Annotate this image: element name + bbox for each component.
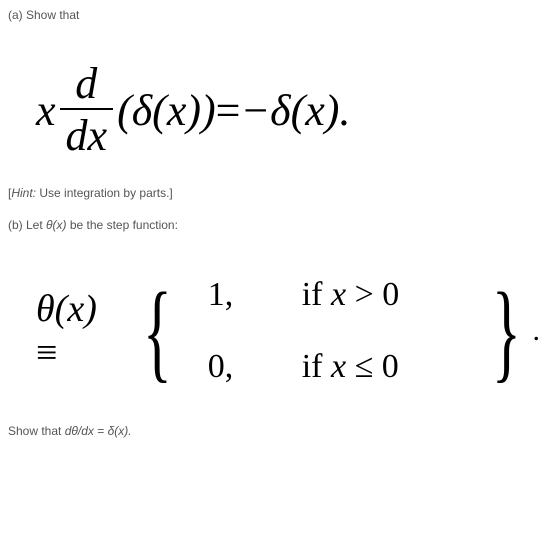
case-1-rest: > 0 bbox=[346, 276, 399, 313]
left-brace: { bbox=[143, 287, 172, 375]
hint-label: Hint: bbox=[11, 186, 36, 200]
final-rhs: δ(x). bbox=[108, 424, 132, 438]
final-equals: = bbox=[94, 424, 108, 438]
case-1-condition: if x > 0 bbox=[302, 276, 472, 314]
eq-a-frac-num: d bbox=[69, 62, 103, 108]
part-b-prefix: (b) Let bbox=[8, 218, 46, 232]
case-1-value: 1, bbox=[192, 276, 302, 314]
part-b-suffix: be the step function: bbox=[67, 218, 178, 232]
cases-lhs-theta: θ bbox=[36, 288, 55, 330]
case-1-x: x bbox=[331, 276, 346, 313]
cases-period: . bbox=[533, 314, 541, 348]
eq-a-delta-arg: (δ(x)) bbox=[117, 85, 216, 136]
case-2-if: if bbox=[302, 348, 331, 385]
case-1-if: if bbox=[302, 276, 331, 313]
cases-lhs-x: (x) bbox=[55, 288, 97, 330]
right-brace: } bbox=[492, 287, 521, 375]
equation-part-a: x d dx (δ(x)) = −δ(x). bbox=[8, 38, 552, 182]
equation-part-b: θ(x) ≡ { 1, if x > 0 0, if x ≤ 0 } . bbox=[8, 248, 552, 414]
cases-rows: 1, if x > 0 0, if x ≤ 0 bbox=[184, 268, 480, 394]
case-row-1: 1, if x > 0 bbox=[192, 276, 472, 314]
final-statement: Show that dθ/dx = δ(x). bbox=[8, 424, 552, 438]
part-b-theta: θ(x) bbox=[46, 218, 67, 232]
cases-lhs: θ(x) ≡ bbox=[36, 287, 123, 375]
cases-equiv: ≡ bbox=[36, 332, 57, 374]
case-2-condition: if x ≤ 0 bbox=[302, 348, 472, 386]
final-lhs: dθ/dx bbox=[65, 424, 94, 438]
case-row-2: 0, if x ≤ 0 bbox=[192, 348, 472, 386]
part-a-label: (a) Show that bbox=[8, 8, 552, 22]
eq-a-x: x bbox=[36, 85, 56, 136]
eq-a-equals: = bbox=[216, 85, 241, 136]
hint-body: Use integration by parts.] bbox=[36, 186, 173, 200]
final-prefix: Show that bbox=[8, 424, 65, 438]
eq-a-rhs: −δ(x). bbox=[240, 85, 350, 136]
case-2-x: x bbox=[331, 348, 346, 385]
hint-text: [Hint: Use integration by parts.] bbox=[8, 186, 552, 200]
eq-a-frac-den: dx bbox=[60, 108, 114, 158]
case-2-value: 0, bbox=[192, 348, 302, 386]
part-b-label: (b) Let θ(x) be the step function: bbox=[8, 218, 552, 232]
case-2-rest: ≤ 0 bbox=[346, 348, 399, 385]
eq-a-fraction: d dx bbox=[60, 62, 114, 158]
